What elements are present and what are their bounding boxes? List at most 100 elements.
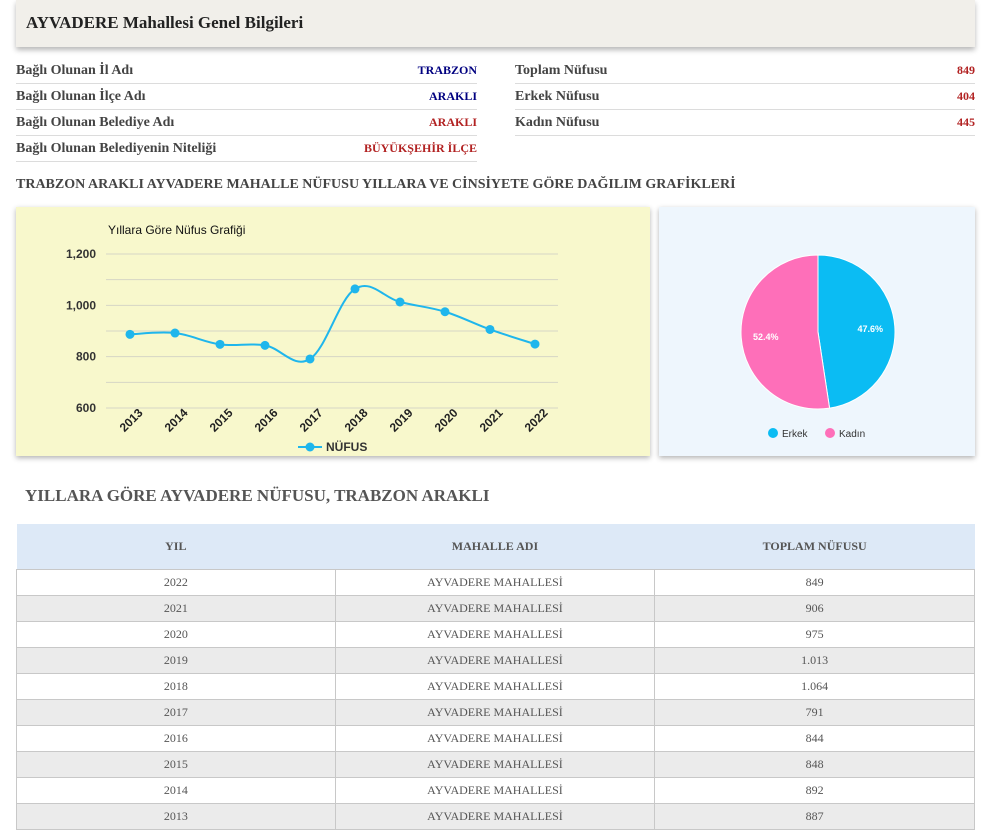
cell-population: 906: [654, 594, 975, 622]
cell-year: 2014: [16, 776, 336, 804]
cell-year: 2020: [16, 620, 336, 648]
info-label: Bağlı Olunan Belediyenin Niteliği: [16, 140, 217, 156]
legend-marker: [305, 442, 315, 452]
line-chart-legend[interactable]: NÜFUS: [298, 439, 367, 454]
table-row: 2015 AYVADERE MAHALLESİ 848: [16, 750, 975, 778]
cell-year: 2016: [16, 724, 336, 752]
info-row-district: Bağlı Olunan İlçe Adı ARAKLI: [16, 84, 477, 110]
y-tick-label: 600: [76, 401, 96, 415]
pie-data-label: 47.6%: [857, 324, 883, 334]
cell-population: 1.064: [654, 672, 975, 700]
x-tick-label: 2016: [252, 406, 281, 435]
cell-population: 975: [654, 620, 975, 648]
info-row-province: Bağlı Olunan İl Adı TRABZON: [16, 58, 477, 84]
y-tick-label: 800: [76, 350, 96, 364]
y-tick-label: 1,000: [66, 298, 96, 312]
x-tick-label: 2018: [342, 406, 371, 435]
cell-population: 892: [654, 776, 975, 804]
data-point-2017[interactable]: [305, 354, 315, 364]
cell-neighborhood: AYVADERE MAHALLESİ: [334, 776, 656, 804]
info-row-female-population: Kadın Nüfusu 445: [515, 110, 975, 136]
cell-neighborhood: AYVADERE MAHALLESİ: [334, 568, 656, 596]
info-row-municipality-type: Bağlı Olunan Belediyenin Niteliği BÜYÜKŞ…: [16, 136, 477, 162]
table-row: 2020 AYVADERE MAHALLESİ 975: [16, 620, 975, 648]
gender-pie-chart: 47.6% 52.4% Erkek Kadın: [740, 254, 896, 440]
cell-year: 2018: [16, 672, 336, 700]
data-point-2016[interactable]: [260, 340, 270, 350]
data-point-2022[interactable]: [530, 339, 540, 349]
header-total-population: TOPLAM NÜFUSU: [654, 524, 975, 569]
x-tick-label: 2022: [522, 406, 551, 435]
info-value: TRABZON: [417, 63, 477, 77]
x-tick-label: 2013: [117, 406, 146, 435]
pie-legend[interactable]: Erkek Kadın: [768, 428, 865, 440]
x-tick-label: 2021: [477, 406, 506, 435]
info-value: ARAKLI: [428, 89, 477, 103]
table-title: YILLARA GÖRE AYVADERE NÜFUSU, TRABZON AR…: [25, 486, 490, 505]
info-label: Bağlı Olunan İl Adı: [16, 62, 134, 78]
legend-label-nufus: NÜFUS: [326, 439, 367, 454]
population-line-chart: Yıllara Göre Nüfus Grafiği 600 800 1,000 1,…: [66, 223, 558, 454]
table-header-row: YIL MAHALLE ADI TOPLAM NÜFUSU: [16, 524, 975, 569]
x-tick-label: 2014: [162, 406, 191, 435]
cell-population: 844: [654, 724, 975, 752]
cell-population: 887: [654, 802, 975, 830]
cell-neighborhood: AYVADERE MAHALLESİ: [334, 750, 656, 778]
pie-data-label: 52.4%: [753, 332, 779, 342]
cell-population: 791: [654, 698, 975, 726]
cell-population: 1.013: [654, 646, 975, 674]
info-row-total-population: Toplam Nüfusu 849: [515, 58, 975, 84]
cell-year: 2015: [16, 750, 336, 778]
pie-slice-erkek[interactable]: [817, 254, 896, 409]
data-point-2018[interactable]: [350, 284, 360, 294]
cell-population: 849: [654, 568, 975, 596]
info-value: BÜYÜKŞEHİR İLÇE: [363, 141, 477, 155]
x-tick-label: 2020: [432, 406, 461, 435]
header-year: YIL: [16, 524, 336, 569]
cell-year: 2017: [16, 698, 336, 726]
x-tick-label: 2015: [207, 406, 236, 435]
info-label: Kadın Nüfusu: [515, 114, 600, 130]
legend-label-erkek: Erkek: [782, 429, 809, 440]
cell-neighborhood: AYVADERE MAHALLESİ: [334, 620, 656, 648]
cell-year: 2021: [16, 594, 336, 622]
info-label: Bağlı Olunan İlçe Adı: [16, 88, 146, 104]
population-table: YIL MAHALLE ADI TOPLAM NÜFUSU 2022 AYVADE…: [16, 524, 975, 830]
legend-label-kadin: Kadın: [839, 429, 865, 440]
header-neighborhood: MAHALLE ADI: [335, 524, 655, 569]
info-row-male-population: Erkek Nüfusu 404: [515, 84, 975, 110]
series-line-nufus: [129, 285, 536, 363]
data-point-2020[interactable]: [440, 307, 450, 317]
cell-year: 2022: [16, 568, 336, 596]
table-row: 2022 AYVADERE MAHALLESİ 849: [16, 568, 975, 596]
cell-year: 2019: [16, 646, 336, 674]
data-point-2021[interactable]: [485, 324, 495, 334]
data-point-2015[interactable]: [215, 339, 225, 349]
location-info: Bağlı Olunan İl Adı TRABZON Bağlı Olunan…: [16, 58, 477, 162]
table-row: 2016 AYVADERE MAHALLESİ 844: [16, 724, 975, 752]
y-tick-label: 1,200: [66, 247, 96, 261]
x-tick-label: 2019: [387, 406, 416, 435]
table-row: 2013 AYVADERE MAHALLESİ 887: [16, 802, 975, 830]
cell-neighborhood: AYVADERE MAHALLESİ: [334, 594, 656, 622]
info-value: 445: [957, 115, 975, 129]
data-point-2019[interactable]: [395, 297, 405, 307]
data-point-2014[interactable]: [170, 328, 180, 338]
gender-pie-chart-panel: 47.6% 52.4% Erkek Kadın: [659, 207, 975, 456]
table-row: 2017 AYVADERE MAHALLESİ 791: [16, 698, 975, 726]
population-info: Toplam Nüfusu 849 Erkek Nüfusu 404 Kadın…: [515, 58, 975, 136]
info-row-municipality: Bağlı Olunan Belediye Adı ARAKLI: [16, 110, 477, 136]
charts-section-title: TRABZON ARAKLI AYVADERE MAHALLE NÜFUSU Y…: [16, 177, 736, 192]
info-value: 849: [957, 63, 975, 77]
x-tick-label: 2017: [297, 406, 326, 435]
legend-swatch-erkek: [768, 428, 778, 438]
line-chart-title: Yıllara Göre Nüfus Grafiği: [108, 223, 245, 237]
cell-neighborhood: AYVADERE MAHALLESİ: [334, 724, 656, 752]
info-label: Bağlı Olunan Belediye Adı: [16, 114, 175, 130]
pie-slice-kadın[interactable]: [740, 254, 831, 410]
population-line-chart-panel: Yıllara Göre Nüfus Grafiği 600 800 1,000 1,…: [16, 207, 650, 456]
table-row: 2021 AYVADERE MAHALLESİ 906: [16, 594, 975, 622]
cell-neighborhood: AYVADERE MAHALLESİ: [334, 698, 656, 726]
cell-year: 2013: [16, 802, 336, 830]
data-point-2013[interactable]: [125, 329, 135, 339]
